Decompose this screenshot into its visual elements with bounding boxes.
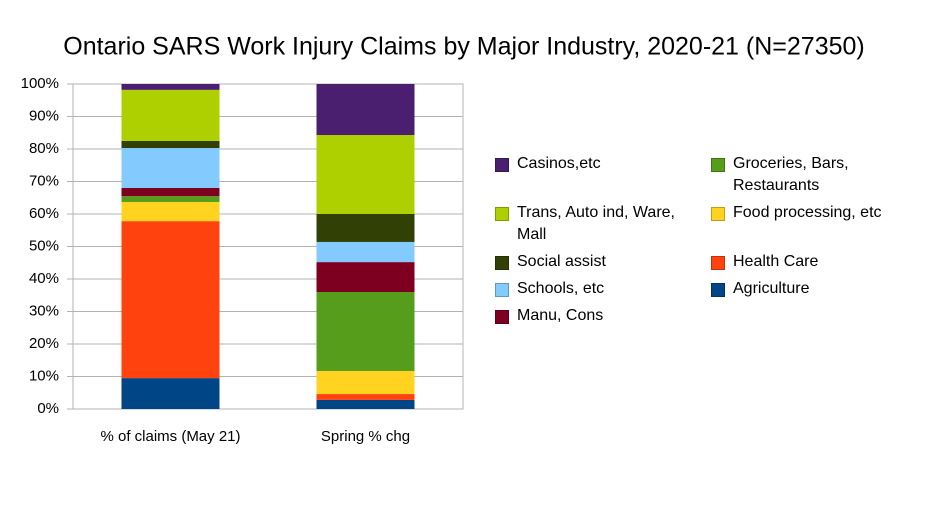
bar-segment (121, 140, 220, 149)
plot-border (72, 83, 464, 410)
bar-segment (316, 214, 415, 242)
y-tick-label: 60% (29, 205, 59, 222)
legend-item: Casinos,etc (493, 153, 709, 197)
y-tick-label: 90% (29, 107, 59, 124)
legend: Casinos,etc Trans, Auto ind, Ware, Mall So… (493, 153, 923, 327)
bar-segment (121, 378, 220, 409)
bar-segment (121, 201, 220, 222)
bar-segment (316, 292, 415, 371)
legend-swatch (495, 310, 509, 324)
legend-label: Agriculture (733, 280, 810, 297)
y-tick-label: 10% (29, 367, 59, 384)
bar-segment (316, 241, 415, 263)
legend-swatch (711, 207, 725, 221)
legend-item: Manu, Cons (493, 305, 709, 327)
x-tick-label: Spring % chg (321, 428, 410, 445)
legend-item: Social assist (493, 251, 709, 273)
bar-segment (121, 196, 220, 202)
y-tick-label: 0% (37, 400, 59, 417)
legend-swatch (711, 283, 725, 297)
legend-item: Agriculture (709, 278, 923, 300)
bar-segment (121, 84, 220, 90)
y-tick-label: 70% (29, 172, 59, 189)
y-tick-label: 40% (29, 270, 59, 287)
legend-swatch (495, 256, 509, 270)
legend-swatch (495, 283, 509, 297)
bar-segment (316, 399, 415, 409)
bar-segment (316, 135, 415, 214)
legend-label: Casinos,etc (517, 155, 601, 172)
legend-label: Schools, etc (517, 280, 605, 297)
bar-segment (316, 394, 415, 400)
x-tick-label: % of claims (May 21) (100, 428, 240, 445)
legend-swatch (495, 207, 509, 221)
legend-item: Schools, etc (493, 278, 709, 300)
y-tick-label: 100% (21, 75, 59, 92)
legend-swatch (711, 158, 725, 172)
y-tick-label: 30% (29, 302, 59, 319)
bar-segment (316, 84, 415, 136)
bar-segment (121, 89, 220, 141)
chart-title: Ontario SARS Work Injury Claims by Major… (63, 33, 864, 61)
bar-segment (316, 262, 415, 292)
bar-segment (121, 188, 220, 197)
legend-item: Food processing, etc (709, 202, 923, 246)
legend-label: Trans, Auto ind, Ware, Mall (517, 204, 675, 243)
legend-item: Health Care (709, 251, 923, 273)
legend-item: Groceries, Bars, Restaurants (709, 153, 923, 197)
y-tick-label: 20% (29, 335, 59, 352)
legend-label: Health Care (733, 253, 819, 270)
y-tick-label: 50% (29, 237, 59, 254)
legend-label: Manu, Cons (517, 307, 604, 324)
legend-label: Food processing, etc (733, 204, 882, 221)
legend-label: Groceries, Bars, Restaurants (733, 155, 849, 194)
bar-segment (121, 148, 220, 188)
bar-segment (316, 370, 415, 395)
legend-swatch (711, 256, 725, 270)
y-tick-label: 80% (29, 140, 59, 157)
legend-label: Social assist (517, 253, 606, 270)
legend-swatch (495, 158, 509, 172)
bar-segment (121, 221, 220, 379)
legend-item: Trans, Auto ind, Ware, Mall (493, 202, 709, 246)
